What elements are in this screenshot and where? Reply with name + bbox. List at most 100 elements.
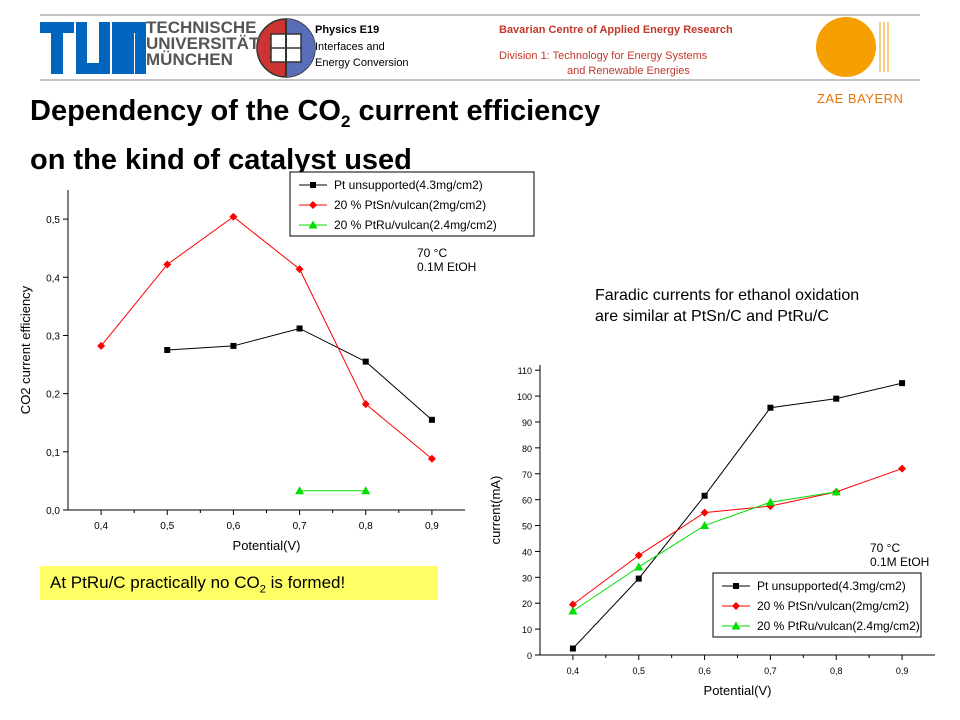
legend-marker bbox=[310, 182, 316, 188]
y-tick-label: 10 bbox=[522, 625, 532, 635]
data-point bbox=[296, 325, 303, 332]
physics-subtitle-2: Energy Conversion bbox=[315, 57, 409, 69]
data-point bbox=[568, 606, 578, 615]
x-tick-label: 0,7 bbox=[764, 666, 777, 676]
y-tick-label: 60 bbox=[522, 496, 532, 506]
y-tick-label: 0,2 bbox=[46, 390, 60, 401]
faradic-note-line-1: Faradic currents for ethanol oxidation bbox=[595, 287, 860, 304]
callout-sub: 2 bbox=[259, 583, 266, 596]
callout-part-a: At PtRu/C practically no CO bbox=[50, 573, 260, 592]
data-point bbox=[700, 521, 710, 530]
legend-label: Pt unsupported(4.3mg/cm2) bbox=[334, 178, 483, 192]
faradic-note-line-2: are similar at PtSn/C and PtRu/C bbox=[595, 308, 829, 325]
title-line1-sub: 2 bbox=[341, 111, 351, 131]
series-2 bbox=[568, 487, 841, 615]
series-0 bbox=[569, 380, 906, 652]
y-tick-label: 30 bbox=[522, 573, 532, 583]
header-graphics bbox=[40, 14, 920, 81]
data-point bbox=[569, 645, 576, 652]
x-tick-label: 0,4 bbox=[567, 666, 580, 676]
data-point bbox=[295, 486, 305, 495]
series-1 bbox=[97, 212, 436, 463]
data-point bbox=[164, 347, 171, 353]
data-point bbox=[700, 508, 709, 517]
data-point bbox=[97, 341, 106, 350]
x-tick-label: 0,8 bbox=[359, 521, 373, 532]
callout-part-b: is formed! bbox=[265, 573, 346, 592]
data-point bbox=[362, 358, 369, 365]
y-tick-label: 0,4 bbox=[46, 273, 60, 284]
x-tick-label: 0,5 bbox=[632, 666, 645, 676]
title-line1-part-a: Dependency of the CO bbox=[30, 95, 341, 127]
data-point bbox=[361, 486, 371, 495]
legend-marker bbox=[308, 220, 318, 229]
data-point bbox=[635, 575, 642, 582]
tum-logo bbox=[40, 22, 146, 74]
y-tick-label: 0,0 bbox=[46, 506, 60, 517]
data-point bbox=[428, 416, 435, 423]
x-tick-label: 0,7 bbox=[293, 521, 307, 532]
series-line bbox=[100, 216, 433, 460]
data-point bbox=[361, 400, 370, 409]
legend-marker bbox=[309, 201, 317, 209]
ptru-callout: At PtRu/C practically no CO2 is formed! bbox=[40, 566, 438, 600]
faradic-note: Faradic currents for ethanol oxidation a… bbox=[595, 285, 859, 327]
y-tick-label: 80 bbox=[522, 444, 532, 454]
series-line bbox=[572, 468, 903, 605]
data-point bbox=[295, 265, 304, 274]
x-axis-label: Potential(V) bbox=[233, 538, 301, 553]
tum-logo-line-1: TECHNISCHE bbox=[146, 18, 257, 37]
zae-bayern-label: ZAE BAYERN bbox=[817, 91, 904, 106]
y-tick-label: 40 bbox=[522, 547, 532, 557]
data-point bbox=[899, 380, 906, 387]
legend: Pt unsupported(4.3mg/cm2) 20 % PtSn/vulca… bbox=[289, 171, 535, 237]
condition-solution: 0.1M EtOH bbox=[417, 260, 476, 274]
legend-label: 20 % PtSn/vulcan(2mg/cm2) bbox=[334, 198, 486, 212]
y-tick-label: 50 bbox=[522, 522, 532, 532]
y-tick-label: 110 bbox=[518, 366, 532, 376]
y-tick-label: 0,3 bbox=[46, 331, 60, 342]
x-tick-label: 0,9 bbox=[425, 521, 439, 532]
physics-e19-logo-icon bbox=[256, 18, 316, 78]
x-axis-label: Potential(V) bbox=[704, 683, 772, 698]
page-title: Dependency of the CO2 current efficiency… bbox=[30, 92, 600, 179]
legend-label: 20 % PtRu/vulcan(2.4mg/cm2) bbox=[334, 218, 497, 232]
data-point bbox=[230, 342, 237, 349]
x-tick-label: 0,6 bbox=[226, 521, 240, 532]
zae-sun-logo-icon bbox=[816, 17, 889, 77]
series-0 bbox=[164, 325, 435, 423]
y-tick-label: 20 bbox=[522, 599, 532, 609]
zae-division-1: Division 1: Technology for Energy System… bbox=[499, 50, 708, 62]
data-point bbox=[568, 600, 577, 609]
title-line1-part-b: current efficiency bbox=[350, 95, 601, 127]
y-tick-label: 0,1 bbox=[46, 448, 60, 459]
legend-marker bbox=[732, 602, 740, 610]
chart-faradic-current: 0,4 0,5 0,6 0,7 0,8 0,9 0 10 20 30 40 50 60 70 80 90 100… bbox=[488, 365, 935, 698]
data-point bbox=[701, 492, 708, 499]
data-point bbox=[833, 395, 840, 402]
x-tick-label: 0,9 bbox=[896, 666, 909, 676]
y-axis-label: current(mA) bbox=[488, 476, 503, 545]
chart-co2-efficiency: 0,4 0,5 0,6 0,7 0,8 0,9 0,0 0,1 0,2 0,3 0,4 0,5 Pote… bbox=[18, 171, 535, 553]
series-line bbox=[167, 327, 433, 421]
tum-logo-line-3: MÜNCHEN bbox=[146, 50, 233, 69]
x-tick-label: 0,4 bbox=[94, 521, 108, 532]
physics-subtitle-1: Interfaces and bbox=[315, 41, 385, 53]
condition-solution: 0.1M EtOH bbox=[870, 555, 929, 569]
data-point bbox=[765, 497, 775, 506]
data-point bbox=[898, 464, 907, 473]
y-tick-label: 100 bbox=[517, 392, 532, 402]
legend-box bbox=[289, 171, 535, 237]
y-tick-label: 70 bbox=[522, 470, 532, 480]
legend-marker bbox=[731, 621, 741, 630]
y-tick-label: 90 bbox=[522, 418, 532, 428]
series-2 bbox=[295, 486, 371, 495]
data-point bbox=[427, 454, 436, 463]
legend-label: 20 % PtSn/vulcan(2mg/cm2) bbox=[757, 599, 909, 613]
legend-marker bbox=[733, 583, 739, 589]
data-point bbox=[634, 562, 644, 571]
tum-logo-text: TECHNISCHE UNIVERSITÄT MÜNCHEN bbox=[146, 18, 259, 69]
physics-title: Physics E19 bbox=[315, 24, 380, 36]
legend: Pt unsupported(4.3mg/cm2) 20 % PtSn/vulca… bbox=[712, 572, 922, 638]
title-line2: on the kind of catalyst used bbox=[30, 143, 412, 176]
